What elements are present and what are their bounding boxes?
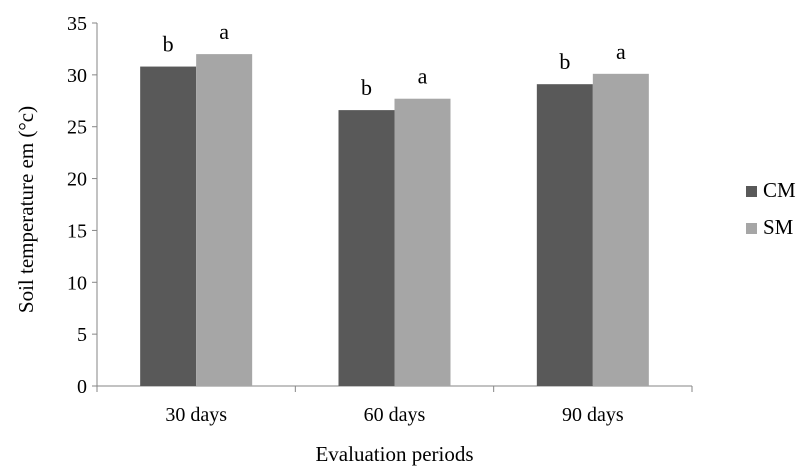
bar-label: a	[418, 64, 428, 89]
x-tick-label: 30 days	[165, 404, 227, 426]
y-tick-label: 30	[67, 65, 87, 87]
bar-cm	[536, 84, 593, 386]
legend: CM SM	[746, 178, 796, 239]
y-tick-label: 10	[67, 272, 87, 294]
y-tick-label: 0	[77, 376, 87, 398]
y-tick-label: 35	[67, 13, 87, 35]
x-tick-label: 90 days	[562, 404, 624, 426]
bars	[140, 54, 649, 387]
bar-label: b	[163, 32, 174, 57]
y-tick-label: 20	[67, 169, 87, 191]
y-tick-label: 15	[67, 220, 87, 242]
y-tick-label: 25	[67, 117, 87, 139]
x-axis-title: Evaluation periods	[315, 442, 473, 466]
legend-swatch-cm	[746, 186, 757, 197]
bar-significance-labels: b a b a b a	[163, 19, 626, 100]
y-axis-title: Soil temperature em (°c)	[14, 106, 38, 313]
bar-cm	[338, 110, 395, 387]
legend-label-sm: SM	[763, 215, 794, 239]
bar-label: b	[559, 49, 570, 74]
bar-label: a	[219, 19, 229, 44]
x-axis: 30 days 60 days 90 days	[96, 385, 693, 426]
bar-label: a	[616, 39, 626, 64]
bar-label: b	[361, 75, 372, 100]
y-axis: 0 5 10 15 20 25 30 35	[67, 13, 98, 398]
legend-label-cm: CM	[763, 178, 796, 202]
bar-sm	[394, 98, 451, 386]
bar-cm	[140, 66, 197, 386]
x-tick-label: 60 days	[364, 404, 426, 426]
legend-swatch-sm	[746, 223, 757, 234]
y-tick-label: 5	[77, 324, 87, 346]
bar-sm	[196, 54, 253, 386]
bar-sm	[592, 73, 649, 386]
